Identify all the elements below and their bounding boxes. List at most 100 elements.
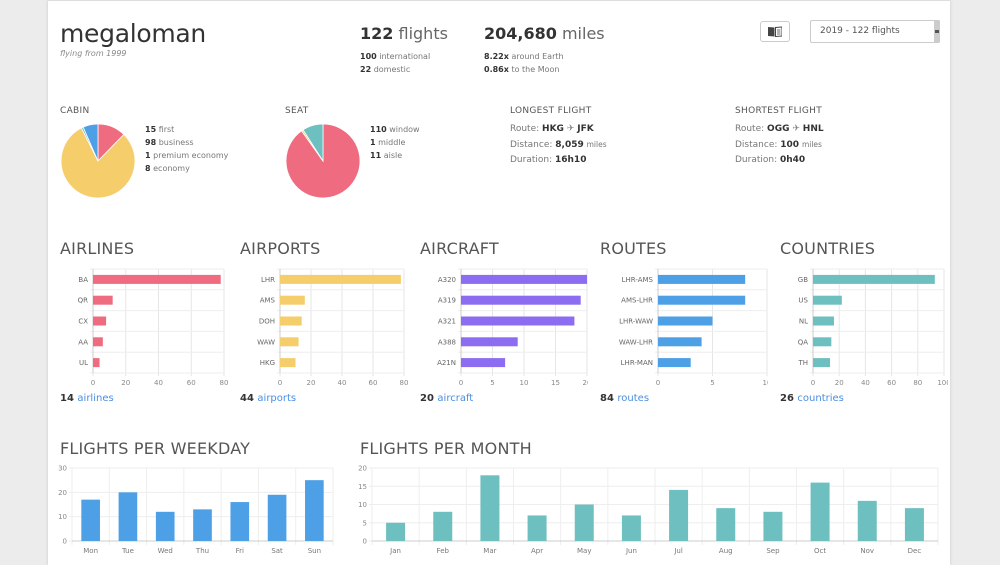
bar-Mar: [480, 475, 500, 541]
x-tick-label: 20: [583, 379, 588, 387]
bar-Tue: [118, 492, 138, 541]
longest-flight-label: LONGEST FLIGHT: [510, 106, 592, 116]
bar-Mon: [81, 499, 100, 541]
bar-BA: [93, 274, 221, 284]
y-tick-label: LHR-WAW: [619, 318, 653, 326]
bar-CX: [93, 316, 107, 326]
x-tick-label: 5: [710, 379, 714, 387]
bar-Aug: [716, 508, 736, 541]
countries-chart: 0 20 40 60 80 100 GB US NL QA TH: [797, 268, 948, 387]
bar-WAW-LHR: [658, 337, 702, 347]
x-tick-label: Jul: [673, 547, 683, 555]
bar-LHR: [280, 274, 401, 284]
y-tick-label: NL: [799, 318, 808, 326]
x-tick-label: 0: [91, 379, 95, 387]
seat-legend-item: 11 aisle: [370, 151, 403, 160]
x-tick-label: 20: [835, 379, 844, 387]
logbook-button[interactable]: [760, 21, 790, 42]
bar-A320: [461, 274, 587, 284]
bar-A388: [461, 337, 518, 347]
x-tick-label: 20: [121, 379, 130, 387]
aircraft-title: AIRCRAFT: [420, 239, 499, 258]
miles-unit: miles: [561, 24, 605, 43]
x-tick-label: 5: [490, 379, 494, 387]
bar-Fri: [230, 502, 250, 541]
x-tick-label: Jan: [389, 547, 401, 555]
shortest-flight-label: SHORTEST FLIGHT: [735, 106, 823, 116]
longest-distance: 8,059: [555, 140, 584, 150]
routes-link[interactable]: routes: [617, 393, 650, 404]
bar-A21N: [461, 358, 506, 368]
bar-Jan: [386, 522, 406, 541]
x-tick-label: Oct: [814, 547, 826, 555]
x-tick-label: Jun: [625, 547, 637, 555]
cabin-pie-chart: [60, 123, 136, 199]
year-select[interactable]: 2019 - 122 flights: [810, 20, 940, 43]
page-subtitle: flying from 1999: [60, 49, 127, 58]
x-tick-label: 60: [369, 379, 378, 387]
routes-title: ROUTES: [600, 239, 667, 258]
cabin-legend-item: 98 business: [145, 138, 194, 147]
bar-A319: [461, 295, 581, 305]
y-tick-label: A21N: [437, 359, 456, 367]
bar-WAW: [280, 337, 299, 347]
x-tick-label: 100: [937, 379, 948, 387]
airports-chart: 0 20 40 60 80 LHR AMS DOH WAW HKG: [257, 268, 408, 387]
airports-link[interactable]: airports: [257, 393, 297, 404]
airlines-count: 14 airlines: [60, 393, 114, 404]
domestic-label: domestic: [373, 65, 411, 74]
longest-from: HKG: [542, 124, 564, 134]
seat-slice-aisle: [302, 123, 324, 163]
shortest-to: HNL: [802, 124, 824, 134]
y-tick-label: 15: [358, 483, 367, 491]
x-tick-label: Nov: [860, 547, 874, 555]
y-tick-label: QA: [798, 338, 809, 346]
bar-Apr: [527, 515, 547, 541]
x-tick-label: 80: [220, 379, 228, 387]
bar-GB: [813, 274, 935, 284]
cabin-legend-item: 15 first: [145, 125, 175, 134]
longest-to: JFK: [577, 124, 594, 134]
x-tick-label: Sep: [766, 547, 780, 555]
flights-breakdown: 100 international 22 domestic: [360, 50, 430, 76]
x-tick-label: Sun: [308, 547, 321, 555]
bar-Nov: [857, 500, 877, 541]
y-tick-label: AMS: [260, 297, 276, 305]
x-tick-label: 0: [656, 379, 660, 387]
page-title: megaloman: [60, 19, 206, 48]
weekday-title: FLIGHTS PER WEEKDAY: [60, 439, 251, 458]
shortest-duration: 0h40: [780, 155, 806, 165]
y-tick-label: UL: [79, 359, 88, 367]
x-tick-label: 15: [551, 379, 560, 387]
cabin-legend-item: 1 premium economy: [145, 151, 229, 160]
y-tick-label: 0: [63, 538, 67, 546]
countries-link[interactable]: countries: [797, 393, 844, 404]
bar-LHR-WAW: [658, 316, 713, 326]
seat-legend-item: 110 window: [370, 125, 420, 134]
y-tick-label: AA: [78, 338, 88, 346]
cabin-legend-item: 8 economy: [145, 164, 190, 173]
airlines-title: AIRLINES: [60, 239, 135, 258]
bar-Oct: [810, 482, 830, 541]
airlines-link[interactable]: airlines: [77, 393, 114, 404]
y-tick-label: A320: [438, 276, 456, 284]
y-tick-label: QR: [78, 297, 89, 305]
x-tick-label: Aug: [719, 547, 733, 555]
bar-Dec: [904, 508, 924, 541]
select-arrow-icon: [934, 20, 940, 43]
bar-A321: [461, 316, 575, 326]
miles-breakdown: 8.22x around Earth 0.86x to the Moon: [484, 50, 564, 76]
cabin-slice-business: [60, 127, 136, 199]
x-tick-label: Mar: [483, 547, 496, 555]
cabin-legend: 15 first 98 business 1 premium economy 8…: [145, 123, 228, 175]
bar-NL: [813, 316, 834, 326]
airports-title: AIRPORTS: [240, 239, 321, 258]
bar-Jul: [669, 489, 689, 541]
y-tick-label: AMS-LHR: [621, 297, 653, 305]
bar-DOH: [280, 316, 302, 326]
month-title: FLIGHTS PER MONTH: [360, 439, 532, 458]
bar-US: [813, 295, 842, 305]
bar-Thu: [193, 509, 212, 541]
aircraft-link[interactable]: aircraft: [437, 393, 474, 404]
x-tick-label: 60: [887, 379, 896, 387]
